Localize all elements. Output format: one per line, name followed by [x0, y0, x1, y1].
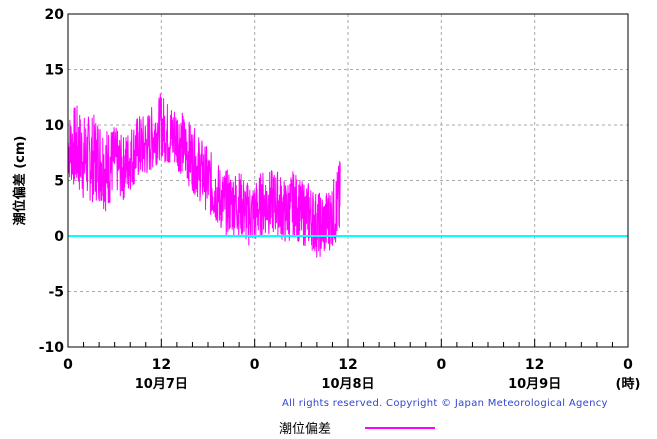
tick-layer [83, 339, 613, 347]
y-tick-label: 0 [54, 229, 64, 245]
y-tick-label: -10 [39, 340, 65, 356]
copyright-text: All rights reserved. Copyright © Japan M… [282, 398, 608, 409]
series-layer [67, 93, 628, 258]
x-tick-label: 0 [63, 357, 73, 373]
series-line-tide-anomaly [67, 93, 341, 258]
x-date-label: 10月9日 [508, 377, 561, 392]
y-tick-label: -5 [48, 285, 64, 301]
x-date-label: 10月8日 [321, 377, 374, 392]
x-tick-label: 12 [152, 357, 171, 373]
grid [68, 14, 628, 347]
x-date-label: 10月7日 [135, 377, 188, 392]
x-tick-label: 0 [623, 357, 633, 373]
legend: 潮位偏差 [279, 418, 436, 437]
y-tick-label: 10 [45, 118, 65, 134]
x-tick-label: 0 [436, 357, 446, 373]
legend-swatch [365, 426, 436, 429]
y-tick-label: 15 [45, 63, 64, 79]
x-unit-label: (時) [616, 376, 641, 392]
x-tick-label: 12 [338, 357, 357, 373]
x-tick-label: 0 [250, 357, 260, 373]
copyright-notice: All rights reserved. Copyright © Japan M… [282, 398, 608, 409]
x-tick-label: 12 [525, 357, 544, 373]
y-axis-label: 潮位偏差 (cm) [12, 136, 28, 226]
y-tick-label: 20 [45, 7, 65, 23]
y-tick-label: 5 [54, 174, 64, 190]
legend-label: 潮位偏差 [279, 422, 332, 437]
